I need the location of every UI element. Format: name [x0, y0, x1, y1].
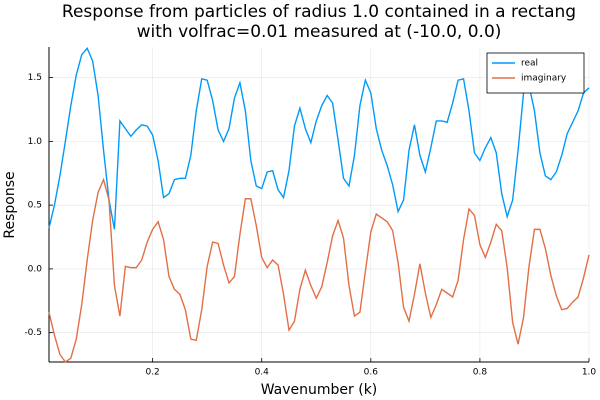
- x-tick-label: 1.0: [582, 368, 597, 378]
- y-tick-label: 0.0: [28, 264, 43, 274]
- legend-label: imaginary: [521, 74, 567, 84]
- y-tick-label: 1.5: [28, 73, 42, 83]
- y-tick-label: 1.0: [28, 137, 43, 147]
- x-tick-label: 0.6: [364, 368, 379, 378]
- series-line: [48, 177, 590, 363]
- x-tick-label: 0.2: [145, 368, 159, 378]
- x-tick-label: 0.4: [255, 368, 270, 378]
- chart-title: Response from particles of radius 1.0 co…: [62, 2, 576, 22]
- x-tick-label: 0.8: [473, 368, 488, 378]
- legend-label: real: [521, 59, 538, 69]
- legend-box: [486, 52, 585, 94]
- y-axis-label: Response: [2, 171, 18, 238]
- series-line: [48, 46, 590, 230]
- chart-title: with volfrac=0.01 measured at (-10.0, 0.…: [137, 22, 502, 42]
- x-axis-label: Wavenumber (k): [261, 382, 378, 398]
- y-tick-label: 0.5: [28, 201, 42, 211]
- y-tick-label: -0.5: [24, 328, 42, 338]
